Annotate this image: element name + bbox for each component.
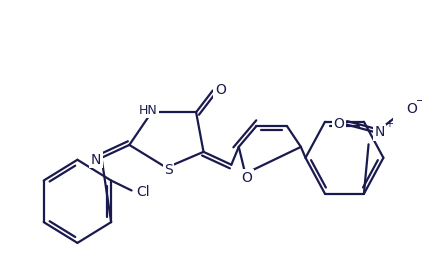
- Text: O: O: [406, 102, 417, 116]
- Text: N: N: [374, 125, 385, 140]
- Text: −: −: [416, 96, 422, 106]
- Text: O: O: [242, 171, 252, 185]
- Text: +: +: [385, 120, 393, 129]
- Text: S: S: [164, 163, 173, 177]
- Text: N: N: [91, 153, 101, 167]
- Text: O: O: [333, 117, 344, 132]
- Text: Cl: Cl: [136, 185, 149, 199]
- Text: O: O: [215, 84, 226, 97]
- Text: HN: HN: [138, 104, 157, 117]
